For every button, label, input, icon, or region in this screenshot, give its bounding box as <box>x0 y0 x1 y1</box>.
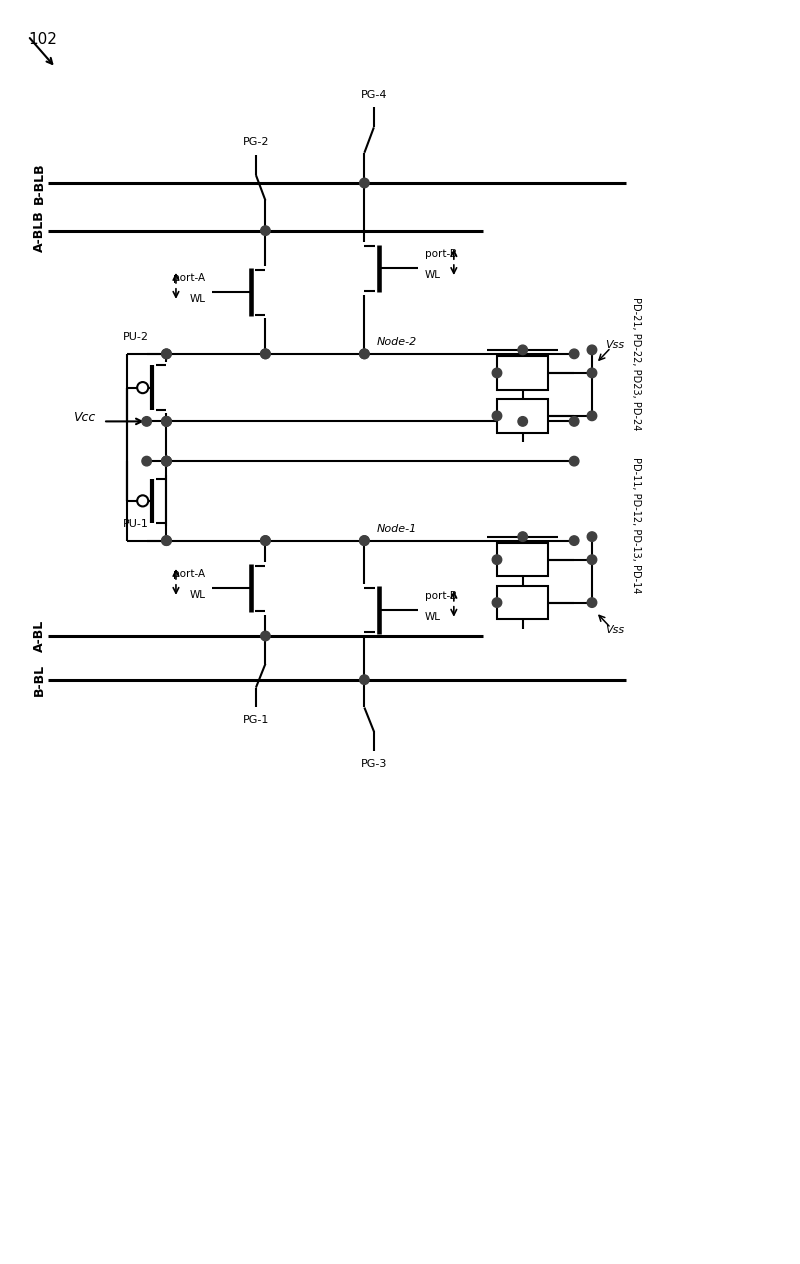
Circle shape <box>518 532 527 541</box>
Circle shape <box>261 349 270 359</box>
Circle shape <box>261 349 270 359</box>
Circle shape <box>587 555 597 565</box>
Circle shape <box>162 349 171 359</box>
Circle shape <box>570 417 579 426</box>
Text: PG-3: PG-3 <box>361 760 387 770</box>
Circle shape <box>360 536 369 545</box>
Circle shape <box>492 411 502 421</box>
Circle shape <box>261 536 270 545</box>
Text: PU-2: PU-2 <box>123 332 149 343</box>
Text: B-BLB: B-BLB <box>34 162 46 204</box>
Circle shape <box>162 349 171 359</box>
Text: WL: WL <box>425 612 441 622</box>
Text: PG-4: PG-4 <box>361 90 387 100</box>
Circle shape <box>587 598 597 608</box>
Circle shape <box>142 456 151 466</box>
Circle shape <box>162 417 171 426</box>
Circle shape <box>360 349 369 359</box>
Bar <box>497 544 549 576</box>
Circle shape <box>360 178 369 188</box>
Circle shape <box>162 417 171 426</box>
Text: port-A: port-A <box>173 569 206 579</box>
Circle shape <box>587 368 597 378</box>
Text: A-BL: A-BL <box>34 619 46 652</box>
Text: 102: 102 <box>28 32 57 47</box>
Text: Vss: Vss <box>606 340 625 350</box>
Text: WL: WL <box>190 589 206 599</box>
Text: WL: WL <box>190 293 206 303</box>
Text: PD-11, PD-12, PD-13, PD-14: PD-11, PD-12, PD-13, PD-14 <box>631 456 641 593</box>
Bar <box>497 399 549 432</box>
Circle shape <box>587 532 597 541</box>
Text: PU-1: PU-1 <box>123 518 149 528</box>
Circle shape <box>261 226 270 235</box>
Circle shape <box>142 417 151 426</box>
Text: B-BL: B-BL <box>34 664 46 695</box>
Bar <box>497 356 549 389</box>
Circle shape <box>570 536 579 545</box>
Circle shape <box>162 456 171 466</box>
Circle shape <box>492 555 502 565</box>
Circle shape <box>492 598 502 608</box>
Text: WL: WL <box>425 269 441 279</box>
Circle shape <box>360 675 369 684</box>
Circle shape <box>162 456 171 466</box>
Text: Node-2: Node-2 <box>376 337 417 348</box>
Circle shape <box>587 345 597 355</box>
Text: port-B: port-B <box>425 249 457 259</box>
Circle shape <box>261 536 270 545</box>
Text: Node-1: Node-1 <box>376 525 417 535</box>
Circle shape <box>518 417 527 426</box>
Circle shape <box>162 536 171 545</box>
Text: PG-2: PG-2 <box>242 138 269 147</box>
Text: port-B: port-B <box>425 590 457 600</box>
Circle shape <box>570 349 579 359</box>
Circle shape <box>360 536 369 545</box>
Circle shape <box>492 368 502 378</box>
Circle shape <box>360 349 369 359</box>
Text: PD-21, PD-22, PD23, PD-24: PD-21, PD-22, PD23, PD-24 <box>631 297 641 431</box>
Text: port-A: port-A <box>173 273 206 283</box>
Text: A-BLB: A-BLB <box>34 210 46 252</box>
Circle shape <box>162 536 171 545</box>
Bar <box>497 586 549 619</box>
Text: Vcc: Vcc <box>73 411 95 423</box>
Text: Vss: Vss <box>606 626 625 636</box>
Circle shape <box>162 456 171 466</box>
Circle shape <box>261 631 270 641</box>
Circle shape <box>587 411 597 421</box>
Text: PG-1: PG-1 <box>242 715 269 726</box>
Circle shape <box>162 417 171 426</box>
Circle shape <box>570 456 579 466</box>
Circle shape <box>518 345 527 355</box>
